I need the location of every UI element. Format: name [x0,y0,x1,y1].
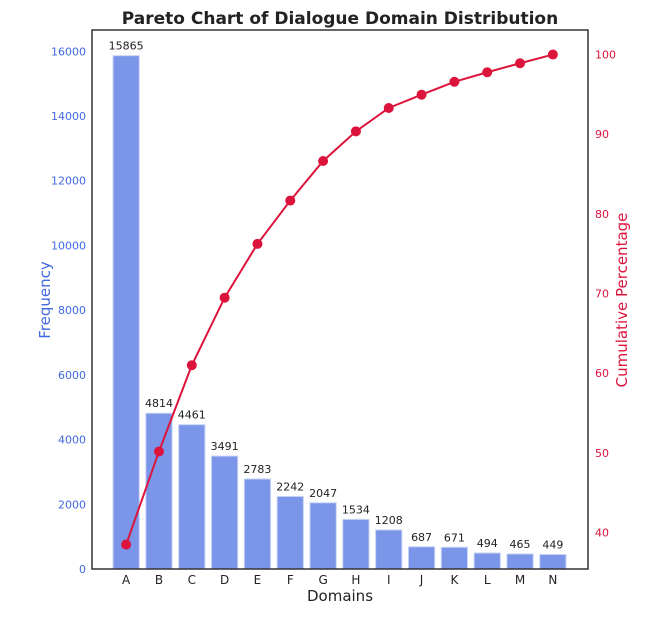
cumulative-point-N [547,49,558,60]
y-tick-label-left: 6000 [58,369,86,382]
bar-label-E: 2783 [243,463,271,476]
y-tick-label-right: 90 [595,128,609,141]
y-tick-label-left: 4000 [58,434,86,447]
y-axis-label-left: Frequency [36,261,54,339]
x-tick-label: F [287,573,294,587]
x-tick-label: A [122,573,131,587]
y-tick-label-right: 60 [595,367,609,380]
bar-label-L: 494 [477,537,498,550]
line-layer [121,49,558,550]
cumulative-point-I [383,103,394,114]
bar-F [276,495,304,570]
x-tick-label: I [387,573,391,587]
cumulative-point-J [416,89,427,100]
x-tick-label: N [548,573,557,587]
cumulative-line [125,53,554,545]
bar-G [309,502,337,570]
y-tick-label-left: 2000 [58,498,86,511]
cumulative-point-L [482,67,493,78]
x-tick-label: D [220,573,229,587]
cumulative-point-A [121,539,132,550]
bar-label-J: 687 [411,531,432,544]
bar-D [210,455,239,570]
bar-A [112,55,140,570]
cumulative-point-G [318,155,329,166]
x-axis-label: Domains [307,587,373,605]
bar-label-M: 465 [510,538,531,551]
bar-N [539,553,567,570]
y-tick-label-right: 40 [595,527,609,540]
chart-title: Pareto Chart of Dialogue Domain Distribu… [122,9,558,29]
bar-label-F: 2242 [276,480,304,493]
bar-I [375,529,403,570]
cumulative-point-F [285,195,296,206]
y-tick-label-left: 0 [79,563,86,576]
x-tick-label: E [254,573,262,587]
bar-J [407,546,436,570]
cumulative-point-B [153,446,164,457]
bar-K [440,546,469,570]
y-tick-label-right: 50 [595,447,609,460]
bars-layer: 15865 4814 4461 3491 2783 2242 2047 1534 1208 687… [109,40,567,570]
y-tick-label-left: 14000 [51,110,86,123]
bar-label-A: 15865 [109,40,144,53]
cumulative-point-C [186,360,197,371]
y-axis-label-right: Cumulative Percentage [613,213,631,388]
cumulative-point-M [515,58,526,69]
bar-H [342,518,370,570]
bar-C [178,424,206,570]
x-tick-label: G [318,573,327,587]
y-tick-label-left: 12000 [51,175,86,188]
bar-E [243,478,272,570]
bar-label-K: 671 [444,531,465,544]
y-tick-label-right: 100 [595,49,616,62]
cumulative-point-K [449,76,460,87]
x-tick-label: B [155,573,163,587]
x-tick-label: J [419,573,424,587]
y-tick-label-right: 80 [595,208,609,221]
plot-frame [91,29,589,570]
y-tick-label-right: 70 [595,288,609,301]
bar-label-I: 1208 [375,514,403,527]
x-tick-label: M [515,573,525,587]
bar-L [473,552,501,570]
bar-label-G: 2047 [309,487,337,500]
axes-layer: 0 2000 4000 6000 8000 10000 12000 14000 16000 40 5… [51,29,616,587]
bar-label-C: 4461 [178,409,206,422]
y-tick-label-left: 10000 [51,239,86,252]
bar-label-D: 3491 [211,440,239,453]
bar-M [506,553,534,570]
cumulative-point-D [219,292,230,303]
x-tick-label: L [484,573,491,587]
bar-label-H: 1534 [342,503,370,516]
y-tick-label-left: 8000 [58,304,86,317]
x-tick-label: H [351,573,360,587]
bar-label-N: 449 [542,538,563,551]
bar-label-B: 4814 [145,397,173,410]
y-tick-label-left: 16000 [51,45,86,58]
cumulative-point-H [350,126,361,137]
bar-B [145,412,173,570]
x-tick-label: K [450,573,459,587]
x-tick-label: C [188,573,196,587]
cumulative-point-E [252,238,263,249]
